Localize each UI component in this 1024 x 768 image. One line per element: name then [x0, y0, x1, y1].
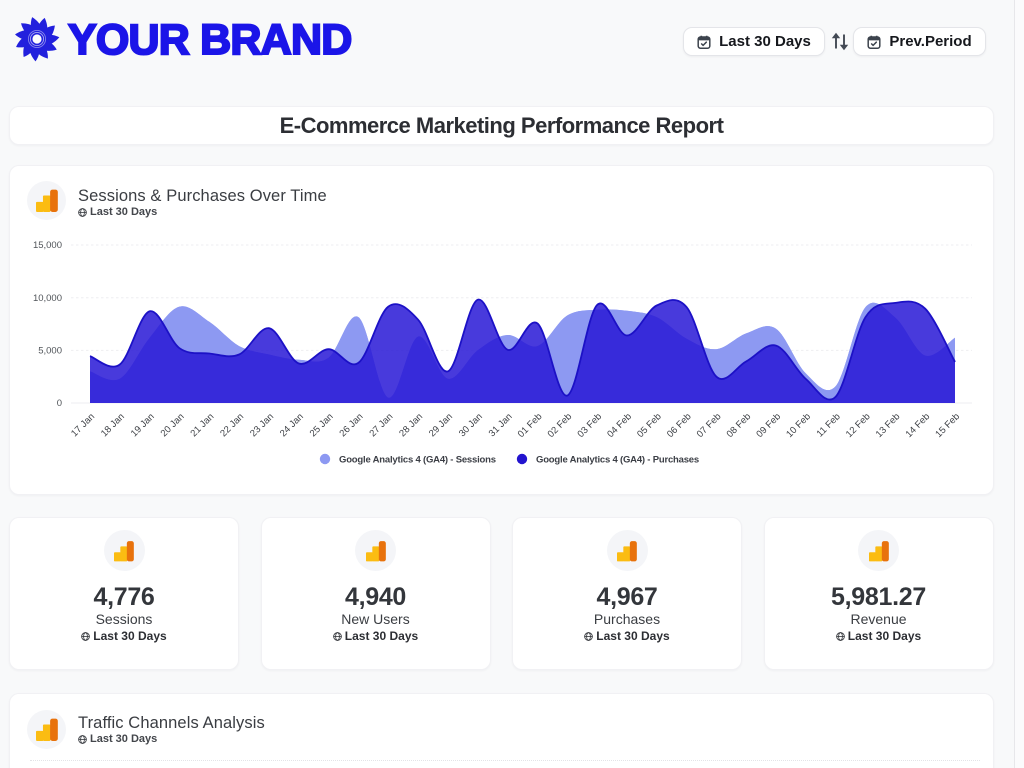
svg-text:06 Feb: 06 Feb [665, 411, 694, 440]
svg-text:21 Jan: 21 Jan [188, 411, 216, 439]
svg-text:26 Jan: 26 Jan [338, 411, 366, 439]
svg-text:22 Jan: 22 Jan [218, 411, 246, 439]
svg-text:30 Jan: 30 Jan [457, 411, 485, 439]
svg-text:01 Feb: 01 Feb [516, 411, 545, 440]
svg-text:10,000: 10,000 [33, 293, 62, 304]
svg-text:Google Analytics 4 (GA4) - Ses: Google Analytics 4 (GA4) - Sessions [339, 455, 496, 466]
svg-text:0: 0 [57, 398, 62, 409]
svg-text:28 Jan: 28 Jan [397, 411, 425, 439]
svg-text:10 Feb: 10 Feb [784, 411, 813, 440]
svg-text:19 Jan: 19 Jan [129, 411, 157, 439]
svg-text:20 Jan: 20 Jan [159, 411, 187, 439]
svg-text:08 Feb: 08 Feb [725, 411, 754, 440]
svg-text:15,000: 15,000 [33, 240, 62, 251]
svg-text:27 Jan: 27 Jan [367, 411, 395, 439]
svg-text:12 Feb: 12 Feb [844, 411, 873, 440]
svg-text:31 Jan: 31 Jan [487, 411, 515, 439]
svg-text:25 Jan: 25 Jan [308, 411, 336, 439]
svg-text:17 Jan: 17 Jan [69, 411, 97, 439]
svg-text:04 Feb: 04 Feb [605, 411, 634, 440]
svg-text:07 Feb: 07 Feb [695, 411, 724, 440]
svg-text:Google Analytics 4 (GA4) - Pur: Google Analytics 4 (GA4) - Purchases [536, 455, 699, 466]
svg-text:03 Feb: 03 Feb [575, 411, 604, 440]
svg-text:14 Feb: 14 Feb [904, 411, 933, 440]
svg-text:18 Jan: 18 Jan [99, 411, 127, 439]
svg-text:02 Feb: 02 Feb [546, 411, 575, 440]
svg-text:23 Jan: 23 Jan [248, 411, 276, 439]
svg-text:24 Jan: 24 Jan [278, 411, 306, 439]
svg-text:05 Feb: 05 Feb [635, 411, 664, 440]
svg-text:11 Feb: 11 Feb [815, 411, 843, 439]
svg-text:5,000: 5,000 [38, 346, 62, 357]
svg-text:29 Jan: 29 Jan [427, 411, 455, 439]
svg-text:09 Feb: 09 Feb [754, 411, 783, 440]
svg-text:13 Feb: 13 Feb [874, 411, 903, 440]
svg-text:15 Feb: 15 Feb [933, 411, 962, 440]
